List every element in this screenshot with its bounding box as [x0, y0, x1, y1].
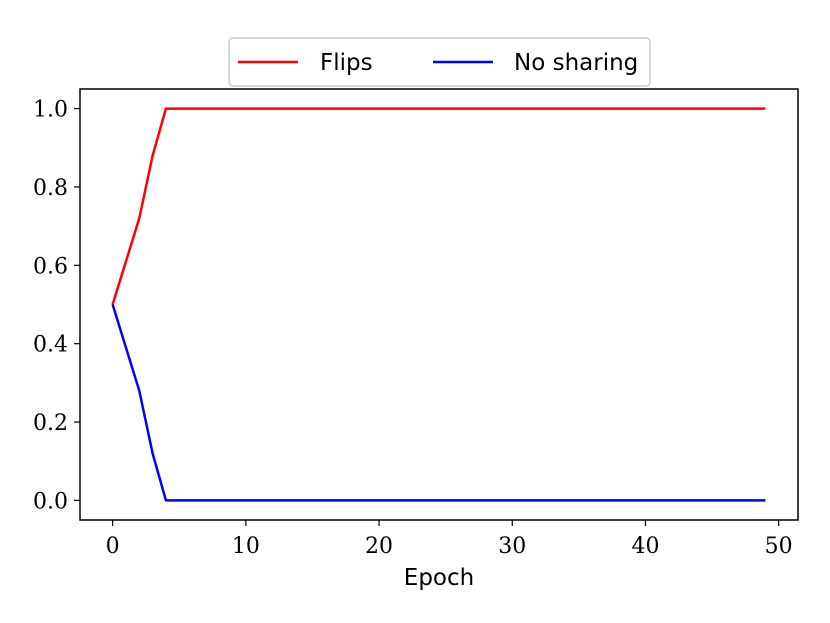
- legend-label-flips: Flips: [320, 50, 373, 76]
- y-tick-label: 0.2: [33, 411, 68, 436]
- x-tick-label: 40: [631, 534, 659, 559]
- series-line-flips: [111, 107, 766, 305]
- series-layer: [111, 107, 766, 502]
- y-tick-label: 0.8: [33, 176, 68, 201]
- y-tick-label: 1.0: [33, 98, 68, 123]
- y-tick-label: 0.6: [33, 254, 68, 279]
- x-tick-label: 20: [365, 534, 393, 559]
- legend: Flips No sharing: [228, 37, 651, 87]
- y-tick-label: 0.0: [33, 489, 68, 514]
- plot-frame: [79, 88, 799, 521]
- x-tick-label: 50: [765, 534, 793, 559]
- x-tick-label: 10: [232, 534, 260, 559]
- y-tick-label: 0.4: [33, 333, 68, 358]
- legend-label-no-sharing: No sharing: [514, 50, 638, 76]
- series-line-no-sharing: [111, 304, 766, 502]
- x-tick-label: 30: [498, 534, 526, 559]
- x-tick-label: 0: [106, 534, 120, 559]
- x-axis-label: Epoch: [404, 565, 474, 591]
- x-axis: 0 10 20 30 40 50: [106, 520, 793, 559]
- y-axis: 0.0 0.2 0.4 0.6 0.8 1.0: [33, 98, 80, 514]
